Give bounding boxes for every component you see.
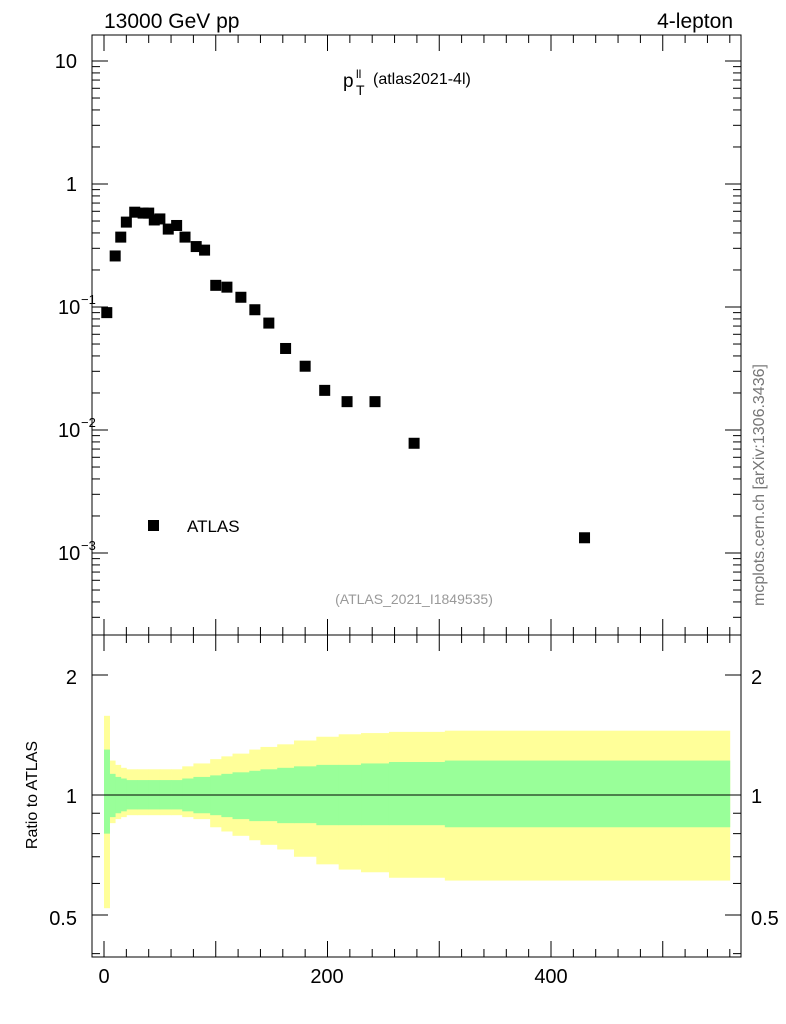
data-point <box>115 231 127 243</box>
plot-title: p ll T (atlas2021-4l) <box>343 67 471 98</box>
data-point <box>263 317 275 329</box>
data-points <box>101 206 591 544</box>
main-ytick-exponent: −1 <box>81 292 96 307</box>
main-ytick-label: 1 <box>66 174 77 196</box>
analysis-title: (atlas2021-4l) <box>373 71 471 88</box>
data-point <box>369 396 381 408</box>
ratio-ytick-right-0.5: 0.5 <box>751 908 779 930</box>
data-point <box>199 244 211 256</box>
stat-band-bin <box>232 772 250 820</box>
main-ytick-label: 10 <box>58 543 80 565</box>
xtick-label-400: 400 <box>534 966 567 988</box>
process-label: 4-lepton <box>657 10 733 33</box>
data-point <box>235 291 247 303</box>
main-axis-ticks <box>92 35 741 635</box>
legend-label: ATLAS <box>187 517 240 536</box>
data-point <box>154 213 166 225</box>
analysis-id: (ATLAS_2021_I1849535) <box>335 591 493 607</box>
main-ytick-label: 10 <box>58 297 80 319</box>
data-point <box>408 437 420 449</box>
mcplots-side-label: mcplots.cern.ch [arXiv:1306.3436] <box>751 364 768 606</box>
observable-symbol: p <box>343 71 354 92</box>
main-ytick-exponent: −3 <box>81 538 96 553</box>
data-point <box>221 281 233 293</box>
stat-band-bin <box>249 770 261 822</box>
legend: ATLAS <box>148 517 240 536</box>
observable-subscript: T <box>356 82 365 98</box>
stat-band-bin <box>388 761 446 826</box>
stat-band-bin <box>361 763 390 826</box>
data-point <box>120 216 132 228</box>
data-point <box>162 223 174 235</box>
data-point <box>579 532 591 544</box>
ratio-ytick-left-2: 2 <box>66 667 77 689</box>
data-point <box>179 231 191 243</box>
data-point <box>299 360 311 372</box>
ratio-axis-ticks <box>92 635 741 957</box>
data-point <box>190 241 202 253</box>
data-point <box>148 214 160 226</box>
ratio-frame <box>91 634 742 958</box>
main-ytick-label: 10 <box>58 420 80 442</box>
data-point <box>143 207 155 219</box>
stat-band-bin <box>104 749 110 834</box>
ratio-ylabel: Ratio to ATLAS <box>24 741 41 849</box>
data-point <box>171 219 183 231</box>
main-frame <box>91 34 742 636</box>
data-point <box>210 279 222 291</box>
data-point <box>137 207 149 219</box>
legend-marker <box>148 520 159 531</box>
ratio-ytick-right-1: 1 <box>751 786 762 808</box>
observable-superscript: ll <box>356 67 361 81</box>
data-point <box>109 250 121 262</box>
ratio-ytick-right-2: 2 <box>751 667 762 689</box>
data-point <box>280 342 292 354</box>
ratio-panel: 2 1 0.5 2 1 0.5 0 200 400 Ratio to ATLAS <box>24 634 779 988</box>
ratio-ytick-left-0.5: 0.5 <box>49 908 77 930</box>
stat-band-bin <box>444 760 731 828</box>
xtick-label-0: 0 <box>98 966 109 988</box>
data-point <box>319 384 331 396</box>
main-ytick-label: 10 <box>55 51 77 73</box>
energy-label: 13000 GeV pp <box>104 10 239 33</box>
main-ytick-exponent: −2 <box>81 415 96 430</box>
data-point <box>249 304 261 316</box>
data-point <box>101 307 113 319</box>
xtick-label-200: 200 <box>310 966 343 988</box>
ratio-ytick-left-1: 1 <box>66 786 77 808</box>
stat-uncertainty-band <box>104 749 731 834</box>
data-point <box>341 396 353 408</box>
data-point <box>129 206 141 218</box>
